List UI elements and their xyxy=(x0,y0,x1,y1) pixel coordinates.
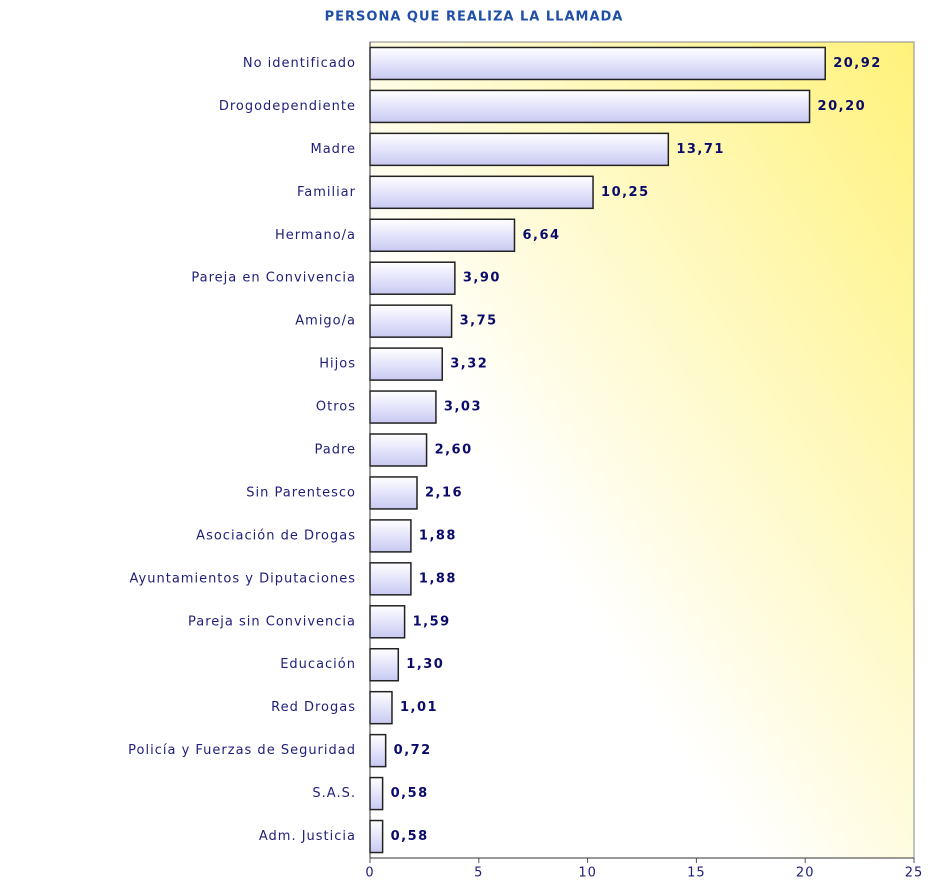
value-label: 20,20 xyxy=(818,99,867,114)
value-label: 13,71 xyxy=(676,142,725,157)
y-tick-label: Educación xyxy=(280,657,356,672)
x-tick-label: 20 xyxy=(796,866,815,881)
y-tick-label: Pareja en Convivencia xyxy=(191,271,356,286)
value-label: 20,92 xyxy=(833,56,882,71)
y-tick-label: Ayuntamientos y Diputaciones xyxy=(130,571,356,586)
value-label: 3,75 xyxy=(460,314,498,329)
value-label: 3,90 xyxy=(463,271,501,286)
value-label: 0,58 xyxy=(391,829,429,844)
value-label: 2,60 xyxy=(435,443,473,458)
y-tick-label: Red Drogas xyxy=(271,700,356,715)
value-label: 6,64 xyxy=(522,228,560,243)
value-label: 3,03 xyxy=(444,400,482,415)
bar xyxy=(369,89,811,124)
value-label: 1,59 xyxy=(413,614,451,629)
y-tick-label: Policía y Fuerzas de Seguridad xyxy=(128,743,356,758)
y-tick-label: Sin Parentesco xyxy=(246,485,356,500)
bar xyxy=(369,261,456,295)
bar xyxy=(369,390,437,424)
y-tick-label: Padre xyxy=(314,443,356,458)
x-tick-label: 25 xyxy=(905,866,924,881)
bar xyxy=(369,46,826,81)
value-label: 3,32 xyxy=(450,357,488,372)
bar xyxy=(369,605,406,639)
chart-title: PERSONA QUE REALIZA LA LLAMADA xyxy=(325,10,624,25)
bar xyxy=(369,819,384,854)
y-tick-label: S.A.S. xyxy=(312,786,356,801)
value-label: 1,01 xyxy=(400,700,438,715)
value-label: 0,72 xyxy=(394,743,432,758)
bar xyxy=(369,776,384,811)
bar xyxy=(369,476,418,510)
y-tick-label: Asociación de Drogas xyxy=(196,528,356,543)
value-label: 10,25 xyxy=(601,185,650,200)
y-tick-label: Hermano/a xyxy=(275,228,356,243)
bar xyxy=(369,690,393,725)
bar xyxy=(369,304,453,338)
bar xyxy=(369,218,516,253)
y-tick-label: Pareja sin Convivencia xyxy=(188,614,356,629)
bar xyxy=(369,733,387,768)
y-tick-label: Drogodependiente xyxy=(219,99,356,114)
y-tick-label: Otros xyxy=(316,400,356,415)
value-label: 1,30 xyxy=(406,657,444,672)
value-label: 1,88 xyxy=(419,528,457,543)
y-tick-label: Adm. Justicia xyxy=(259,829,356,844)
x-tick-label: 15 xyxy=(687,866,706,881)
x-tick-label: 5 xyxy=(474,866,483,881)
value-label: 1,88 xyxy=(419,571,457,586)
bar xyxy=(369,347,443,381)
bar xyxy=(369,175,594,210)
y-tick-label: No identificado xyxy=(243,56,356,71)
y-tick-label: Madre xyxy=(311,142,357,157)
y-tick-label: Amigo/a xyxy=(295,314,356,329)
bar xyxy=(369,562,412,596)
value-label: 0,58 xyxy=(391,786,429,801)
value-label: 2,16 xyxy=(425,485,463,500)
x-tick-label: 0 xyxy=(365,866,374,881)
y-tick-label: Hijos xyxy=(319,357,356,372)
bar xyxy=(369,433,428,467)
bar xyxy=(369,519,412,553)
y-tick-label: Familiar xyxy=(297,185,356,200)
x-tick-label: 10 xyxy=(578,866,597,881)
bar xyxy=(369,132,670,167)
bar xyxy=(369,647,400,682)
